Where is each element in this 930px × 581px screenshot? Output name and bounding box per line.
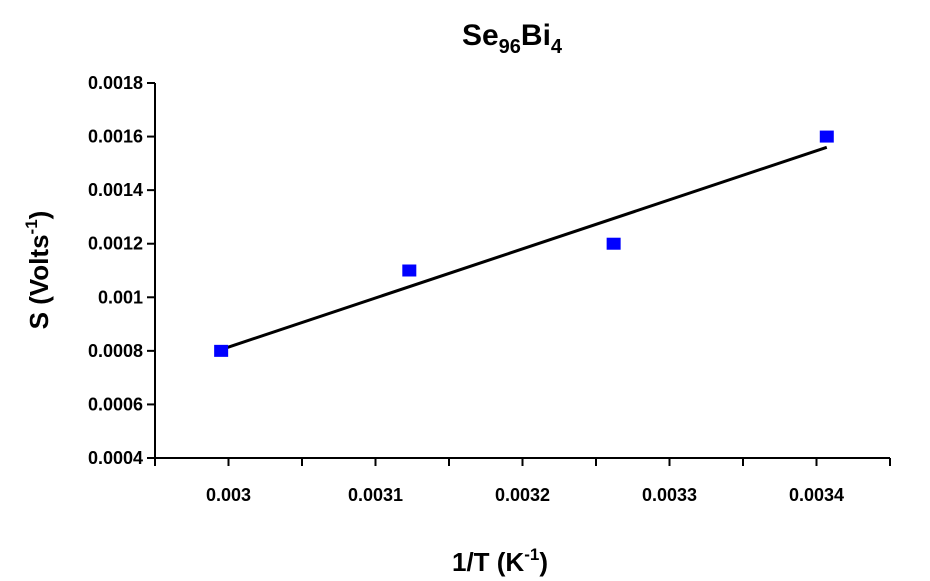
x-tick-label: 0.0032 — [495, 485, 550, 505]
data-point — [214, 344, 229, 357]
y-tick-label: 0.0006 — [88, 394, 143, 414]
y-tick-label: 0.0008 — [88, 341, 143, 361]
y-tick-label: 0.001 — [98, 287, 143, 307]
x-tick-label: 0.0034 — [789, 485, 844, 505]
x-tick-label: 0.0031 — [348, 485, 403, 505]
x-tick-label: 0.003 — [206, 485, 251, 505]
x-tick-label: 0.0033 — [642, 485, 697, 505]
y-tick-label: 0.0004 — [88, 448, 143, 468]
chart-title: Se96Bi4 — [462, 19, 563, 58]
y-axis-label: S (Volts-1) — [22, 211, 54, 330]
data-point — [402, 264, 417, 277]
trendline — [220, 145, 828, 351]
y-tick-label: 0.0014 — [88, 180, 143, 200]
y-tick-label: 0.0012 — [88, 234, 143, 254]
y-tick-label: 0.0018 — [88, 73, 143, 93]
y-axis-ticks: 0.0004 0.0006 0.0008 0.001 0.0012 0.0014 0.001… — [88, 73, 155, 468]
x-axis-label: 1/T (K-1) — [452, 545, 548, 577]
x-axis-ticks: 0.003 0.0031 0.0032 0.0033 0.0034 — [154, 458, 891, 505]
y-tick-label: 0.0016 — [88, 127, 143, 147]
data-point — [819, 130, 834, 143]
data-points — [214, 130, 834, 357]
data-point — [606, 237, 621, 250]
